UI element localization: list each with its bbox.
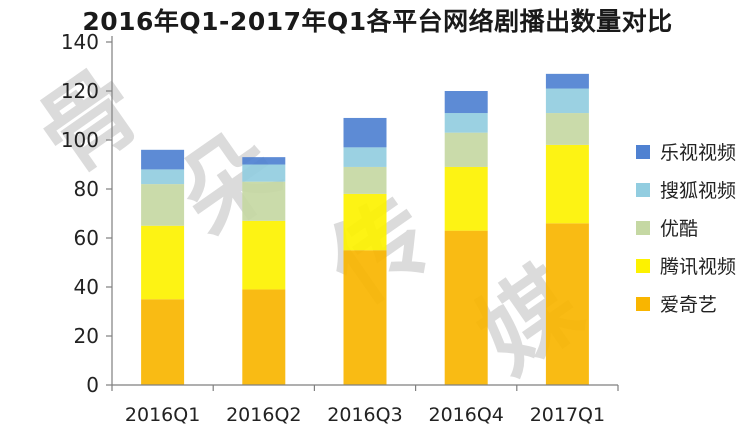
watermark: 骨朵传媒 <box>18 48 602 395</box>
y-tick-label: 140 <box>61 30 99 54</box>
bar-segment <box>141 184 185 226</box>
legend-swatch <box>636 297 650 311</box>
bar-segment <box>444 166 488 231</box>
bar-segment <box>242 181 286 221</box>
axes: 0 20 40 60 80 100 120 140 2016Q1 2016Q2 2016Q3 2016… <box>61 30 619 426</box>
legend-label: 爱奇艺 <box>660 294 717 316</box>
chart-title: 2016年Q1-2017年Q1各平台网络剧播出数量对比 <box>82 7 673 36</box>
bar-segment <box>444 132 488 167</box>
legend-swatch <box>636 221 650 235</box>
bar-segment <box>242 220 286 290</box>
y-tick-label: 40 <box>74 275 99 299</box>
x-tick-label: 2016Q4 <box>428 404 503 426</box>
legend-swatch <box>636 259 650 273</box>
bar-segment <box>141 299 185 385</box>
y-tick-label: 0 <box>86 373 99 397</box>
bar-segment <box>545 73 589 89</box>
legend-swatch <box>636 145 650 159</box>
bar-segment <box>545 144 589 224</box>
y-tick-label: 100 <box>61 128 99 152</box>
x-tick-label: 2016Q3 <box>327 404 402 426</box>
x-tick-label: 2016Q1 <box>125 404 200 426</box>
legend-label: 搜狐视频 <box>660 180 736 202</box>
bars <box>141 73 589 385</box>
bar-segment <box>343 117 387 148</box>
watermark-char: 骨 <box>18 48 161 195</box>
bar-segment <box>545 113 589 145</box>
x-tick-label: 2017Q1 <box>530 404 605 426</box>
bar-segment <box>141 225 185 300</box>
legend-label: 优酷 <box>660 218 698 240</box>
bar-segment <box>444 113 488 133</box>
bar-segment <box>242 289 286 385</box>
bar-segment <box>141 149 185 170</box>
bar-segment <box>343 193 387 251</box>
bar-segment <box>242 157 286 165</box>
bar-segment <box>545 88 589 114</box>
y-tick-label: 120 <box>61 79 99 103</box>
bar-segment <box>242 164 286 182</box>
bar-segment <box>444 91 488 114</box>
bar-segment <box>343 250 387 385</box>
legend-label: 腾讯视频 <box>660 256 736 278</box>
y-tick-label: 60 <box>74 226 99 250</box>
legend-label: 乐视视频 <box>660 142 736 164</box>
bar-segment <box>343 147 387 167</box>
legend-swatch <box>636 183 650 197</box>
bar-segment <box>343 166 387 194</box>
x-tick-label: 2016Q2 <box>226 404 301 426</box>
bar-segment <box>444 230 488 385</box>
y-tick-label: 80 <box>74 177 99 201</box>
bar-segment <box>545 223 589 385</box>
y-tick-label: 20 <box>74 324 99 348</box>
bar-segment <box>141 169 185 185</box>
